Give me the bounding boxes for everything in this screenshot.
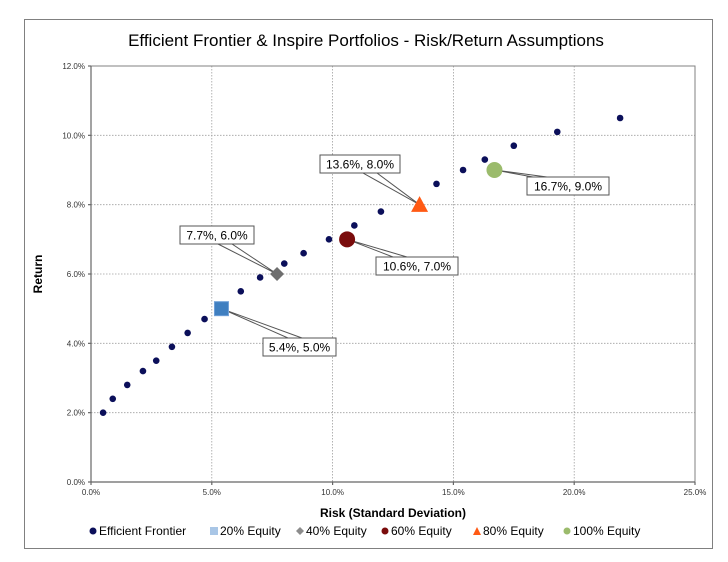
data-label-60-equity: 10.6%, 7.0% [383,260,451,274]
legend-marker-60-equity [381,527,389,535]
chart-frame [24,19,713,549]
y-tick-label: 12.0% [62,62,85,71]
point-efficient-frontier [510,142,518,150]
point-efficient-frontier [481,156,489,163]
legend-marker-40-equity [296,527,304,535]
legend-marker-80-equity [473,527,481,535]
legend-label-80-equity: 80% Equity [483,524,544,538]
point-efficient-frontier [377,208,385,215]
y-tick-label: 4.0% [67,339,85,348]
points-layer [99,114,624,416]
point-60-equity [339,231,356,248]
data-label-20-equity: 5.4%, 5.0% [269,341,331,355]
data-label-box-80-equity [319,154,401,174]
label-leader-40-equity [217,243,278,275]
x-tick-label: 25.0% [684,488,707,497]
point-efficient-frontier [459,166,467,174]
label-layer: 5.4%, 5.0% 7.7%, 6.0% 10.6%, 7.0% 13.6%, 8.… [179,154,610,357]
legend-item-60-equity: 60% Equity [381,524,452,538]
point-20-equity [213,301,229,317]
point-40-equity [270,267,285,281]
legend-item-100-equity: 100% Equity [563,524,640,538]
legend-item-20-equity: 20% Equity [210,524,281,538]
point-efficient-frontier [139,367,147,375]
legend-item-efficient-frontier: Efficient Frontier [89,524,186,538]
y-tick-label: 8.0% [67,201,85,210]
data-label-box-20-equity [262,337,337,357]
point-efficient-frontier [99,409,107,416]
data-label-40-equity: 7.7%, 6.0% [186,229,248,243]
y-tick-label: 6.0% [67,270,85,279]
x-tick-label: 20.0% [563,488,586,497]
legend-label-efficient-frontier: Efficient Frontier [99,524,186,538]
point-efficient-frontier [256,274,264,281]
point-efficient-frontier [553,128,561,136]
x-tick-label: 0.0% [82,488,100,497]
x-tick-label: 10.0% [321,488,344,497]
legend-label-40-equity: 40% Equity [306,524,367,538]
chart-title: Efficient Frontier & Inspire Portfolios … [128,31,604,50]
label-leader-60-equity [346,238,408,258]
point-efficient-frontier [109,395,117,403]
point-efficient-frontier [237,288,245,295]
legend-label-20-equity: 20% Equity [220,524,281,538]
point-efficient-frontier [184,329,191,337]
point-100-equity [486,162,503,178]
point-efficient-frontier [168,343,176,351]
point-efficient-frontier [152,357,160,364]
point-efficient-frontier [280,260,288,267]
legend-item-40-equity: 40% Equity [296,524,367,538]
y-tick-label: 0.0% [67,478,85,487]
y-tick-label: 2.0% [67,409,85,418]
legend-marker-efficient-frontier [89,527,97,535]
y-tick-label: 10.0% [62,131,85,140]
point-efficient-frontier [123,381,131,389]
data-label-box-60-equity [375,256,459,276]
point-efficient-frontier [325,236,333,243]
point-80-equity [411,196,429,212]
legend-marker-20-equity [210,527,218,535]
point-efficient-frontier [300,249,307,257]
label-leader-20-equity [221,308,303,339]
legend-item-80-equity: 80% Equity [473,524,544,538]
legend-marker-100-equity [563,527,571,535]
legend-label-100-equity: 100% Equity [573,524,640,538]
legend-label-60-equity: 60% Equity [391,524,452,538]
leader-layer [217,169,548,339]
data-label-80-equity: 13.6%, 8.0% [326,158,394,172]
point-efficient-frontier [201,315,208,323]
x-axis-label: Risk (Standard Deviation) [320,506,466,520]
x-tick-label: 15.0% [442,488,465,497]
axis-layer: 0.0% 5.0% 10.0% 15.0% 20.0% 25.0% 0.0% 2.0% 4.0%… [62,62,706,497]
data-label-box-40-equity [179,225,255,245]
point-efficient-frontier [351,222,358,229]
data-label-100-equity: 16.7%, 9.0% [534,180,602,194]
point-efficient-frontier [433,180,440,188]
data-label-box-100-equity [526,176,610,196]
legend: Efficient Frontier 20% Equity 40% Equity 60… [89,524,640,538]
point-efficient-frontier [616,114,624,122]
y-axis-label: Return [31,255,45,294]
label-leader-80-equity [361,172,420,206]
x-tick-label: 5.0% [203,488,221,497]
